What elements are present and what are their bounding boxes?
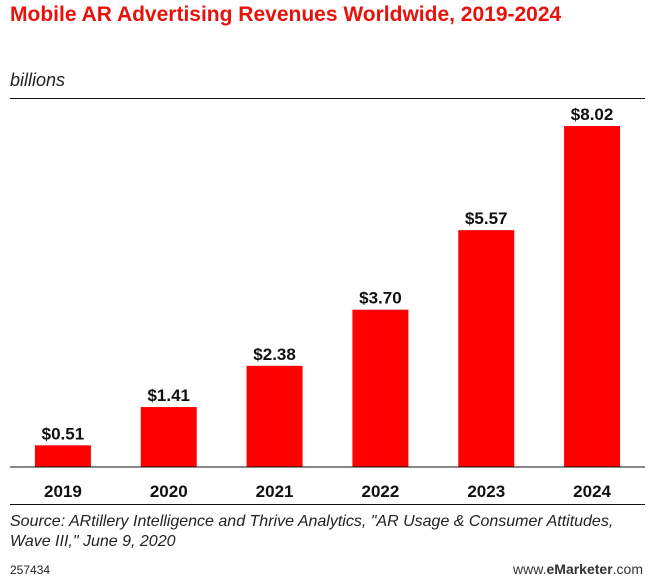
data-label-2023: $5.57 — [465, 209, 508, 228]
source-note: Source: ARtillery Intelligence and Thriv… — [10, 513, 614, 550]
data-label-2020: $1.41 — [147, 386, 190, 405]
x-tick-label-2021: 2021 — [256, 482, 294, 501]
data-label-2022: $3.70 — [359, 289, 402, 308]
bottom-rule — [10, 504, 645, 505]
brand-name: eMarketer — [546, 561, 613, 577]
data-label-2024: $8.02 — [571, 105, 614, 124]
bar-2019 — [34, 445, 91, 467]
bar-2020 — [140, 407, 197, 467]
bar-chart: $0.51 2019 $1.41 2020 $2.38 2021 $3.70 2022 $5.5… — [10, 105, 645, 501]
x-tick-label-2023: 2023 — [467, 482, 505, 501]
emarketer-logo: www.eMarketer.com — [513, 561, 643, 577]
chart-subtitle: billions — [10, 70, 66, 90]
chart-id: 257434 — [10, 563, 51, 577]
x-tick-label-2019: 2019 — [44, 482, 82, 501]
top-rule — [10, 98, 645, 99]
x-tick-label-2020: 2020 — [150, 482, 188, 501]
bar-2021 — [246, 365, 303, 467]
x-tick-label-2024: 2024 — [573, 482, 611, 501]
data-label-2019: $0.51 — [42, 424, 85, 443]
data-label-2021: $2.38 — [253, 345, 296, 364]
bar-2024 — [564, 126, 621, 467]
bar-2022 — [352, 309, 409, 467]
x-tick-label-2022: 2022 — [362, 482, 400, 501]
brand-suffix: .com — [612, 561, 643, 577]
bar-2023 — [458, 230, 515, 467]
brand-prefix: www. — [513, 561, 547, 577]
chart-title: Mobile AR Advertising Revenues Worldwide… — [10, 3, 562, 26]
